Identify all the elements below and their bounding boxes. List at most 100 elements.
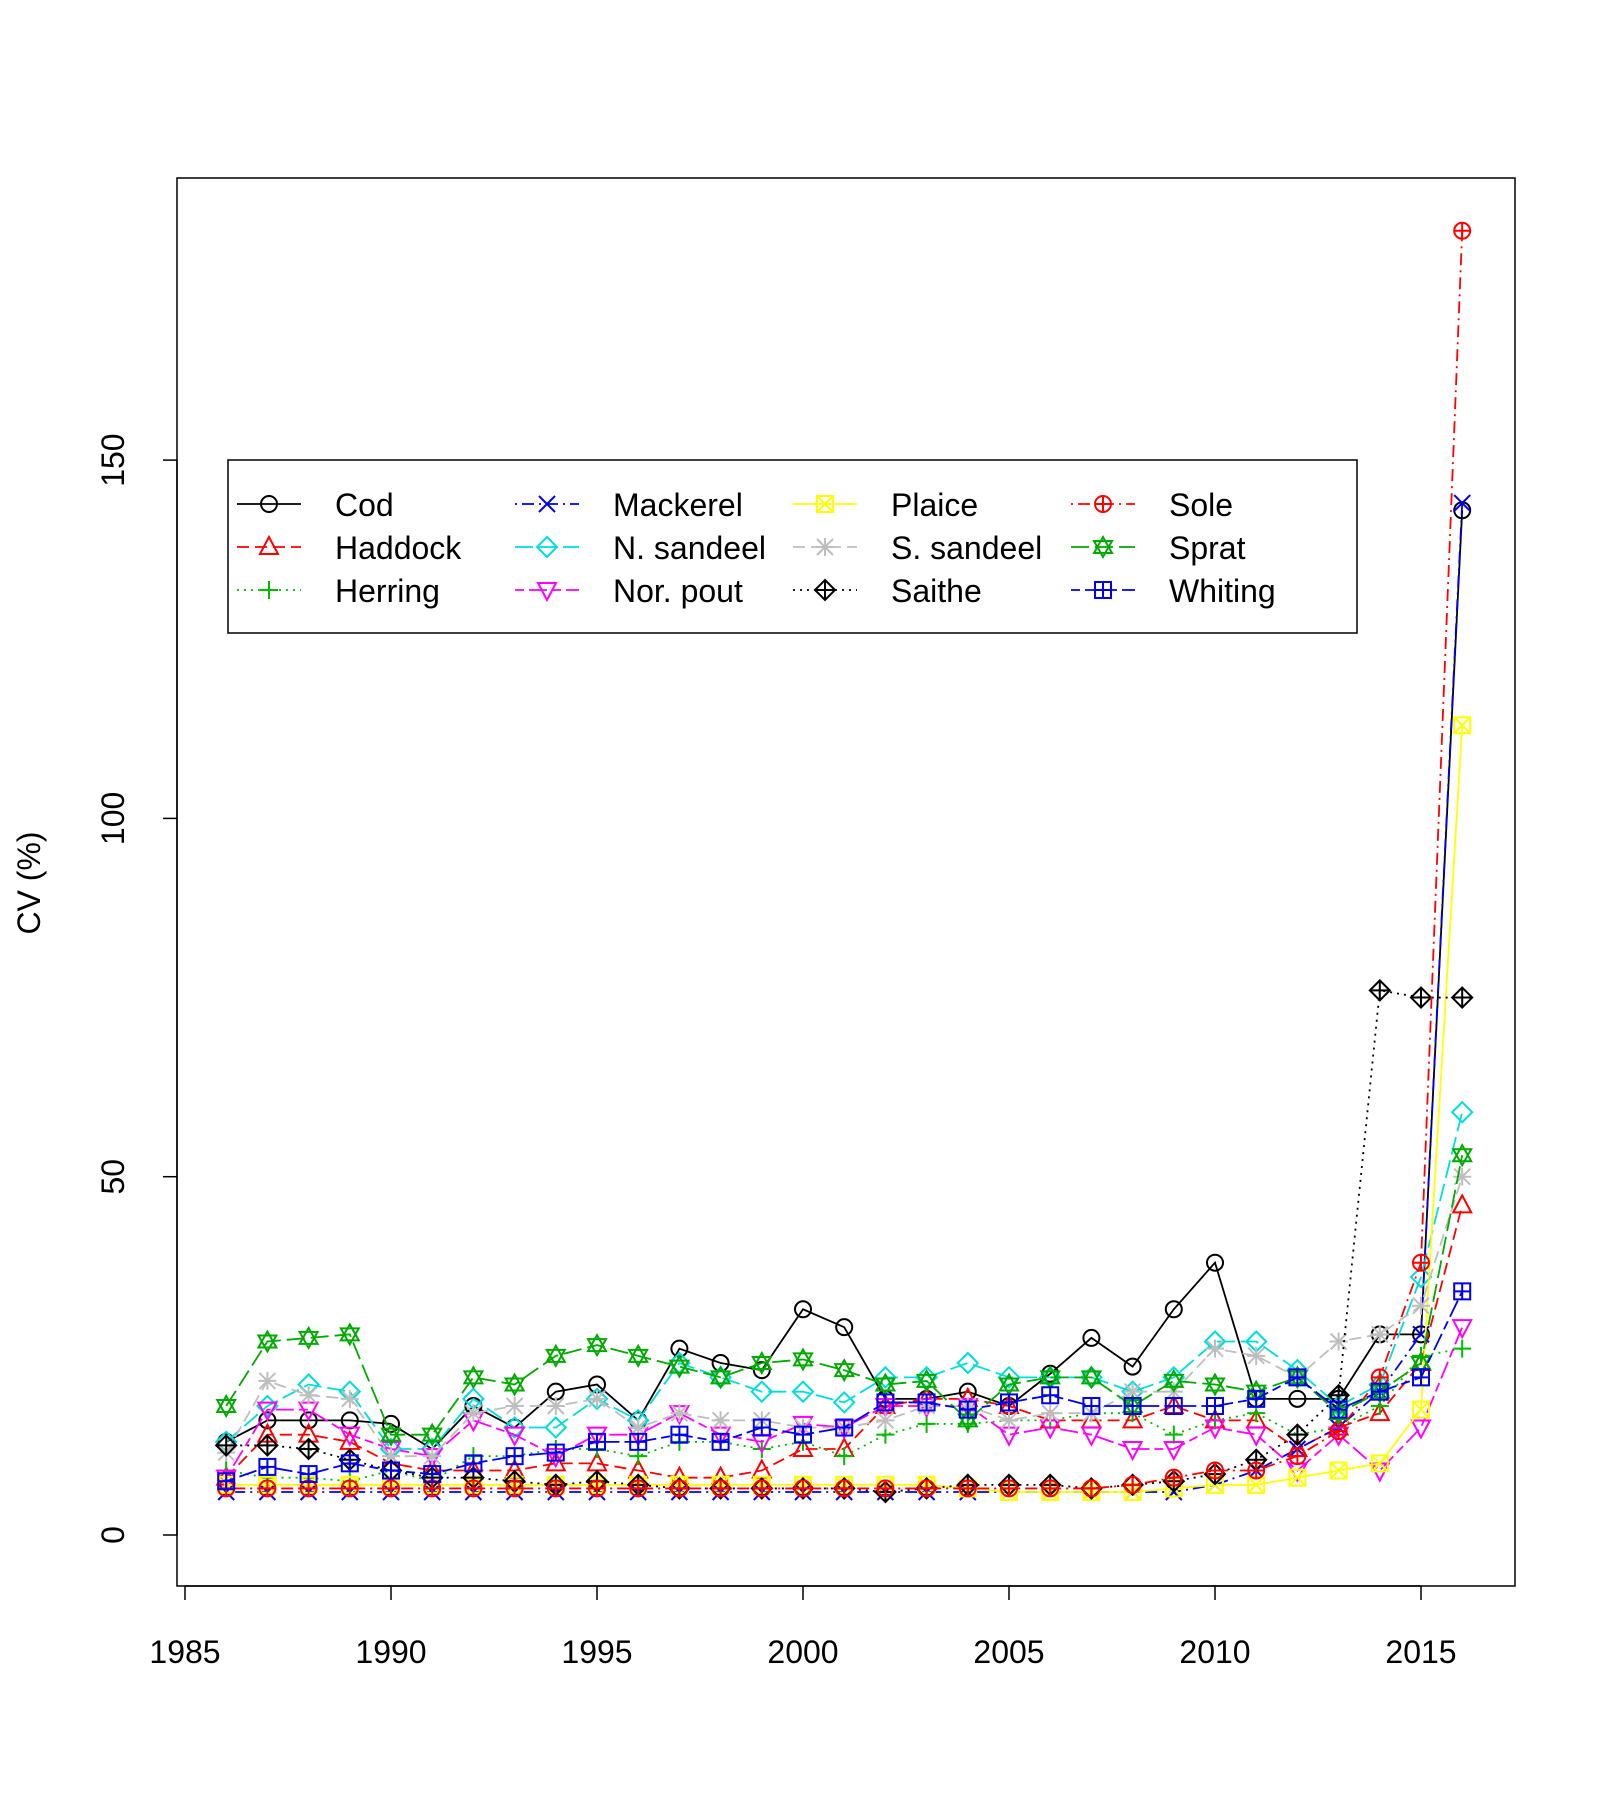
data-point <box>1409 1265 1433 1289</box>
data-point <box>752 1440 771 1459</box>
data-point <box>423 1465 442 1484</box>
legend-entry: S. sandeel <box>793 530 1042 566</box>
data-point <box>505 1447 524 1466</box>
series-layer <box>214 221 1474 1504</box>
data-point <box>1285 1423 1309 1447</box>
data-point <box>1082 1397 1101 1416</box>
data-point <box>792 1347 814 1372</box>
data-point <box>299 1465 318 1484</box>
legend-label: Herring <box>335 573 440 609</box>
data-point <box>256 1401 279 1422</box>
legend-marker <box>535 535 559 559</box>
legend-marker <box>1092 534 1114 560</box>
data-point <box>299 1386 318 1405</box>
legend-label: Cod <box>335 487 394 523</box>
data-point <box>1412 1296 1430 1315</box>
data-point <box>711 1411 730 1430</box>
data-point <box>1410 1419 1432 1440</box>
data-point <box>588 1432 606 1451</box>
data-point <box>382 1447 400 1466</box>
legend-label: Whiting <box>1169 573 1276 609</box>
data-point <box>1039 1365 1061 1390</box>
data-point <box>1453 1167 1472 1186</box>
legend-marker <box>260 581 278 599</box>
data-point <box>586 1426 608 1447</box>
data-point <box>794 1479 812 1498</box>
data-point <box>750 1380 774 1404</box>
data-point <box>1370 1454 1389 1473</box>
data-point <box>1000 1411 1018 1430</box>
data-point <box>874 1372 897 1397</box>
data-point <box>1123 1475 1142 1494</box>
legend: Cod Haddock Herring Mackerel N. sandeel Nor. … <box>227 459 1358 634</box>
x-axis: 1985 1990 1995 2000 2005 2010 2015 <box>149 1585 1457 1670</box>
data-point <box>464 1404 483 1423</box>
data-point <box>835 1447 854 1466</box>
data-point <box>709 1365 732 1390</box>
data-point <box>1123 1382 1142 1401</box>
data-point <box>1121 1408 1144 1429</box>
legend-entry: Mackerel <box>515 487 743 523</box>
data-point <box>1369 1401 1391 1422</box>
data-point <box>586 1333 608 1358</box>
data-point <box>382 1414 400 1433</box>
data-point <box>382 1479 400 1498</box>
series-whiting <box>217 1282 1472 1491</box>
data-point <box>339 1322 361 1347</box>
data-point <box>1163 1441 1185 1462</box>
legend-label: Mackerel <box>613 487 743 523</box>
data-point <box>1163 1368 1185 1393</box>
data-point <box>258 1479 277 1498</box>
legend-label: Sprat <box>1169 530 1246 566</box>
data-point <box>1453 494 1471 512</box>
data-point <box>711 1432 730 1451</box>
data-point <box>1453 716 1472 735</box>
data-point <box>1245 1426 1267 1447</box>
data-point <box>1368 978 1392 1002</box>
x-tick-label: 1990 <box>355 1634 426 1670</box>
legend-label: Nor. pout <box>613 573 743 609</box>
legend-marker <box>813 578 837 602</box>
data-point <box>998 1372 1020 1397</box>
legend-label: Plaice <box>891 487 978 523</box>
x-tick-label: 2010 <box>1179 1634 1250 1670</box>
data-point <box>751 1350 773 1376</box>
data-point <box>1450 1100 1474 1124</box>
data-point <box>1329 1461 1348 1480</box>
data-point <box>340 1389 359 1408</box>
data-point <box>1247 1346 1266 1365</box>
data-point <box>752 1418 771 1437</box>
legend-marker <box>260 495 278 513</box>
data-point <box>958 1479 977 1498</box>
data-point <box>1453 221 1472 240</box>
data-point <box>382 1461 400 1480</box>
data-point <box>258 1371 277 1390</box>
data-point <box>629 1418 648 1437</box>
data-point <box>1412 1253 1430 1272</box>
data-point <box>668 1354 691 1379</box>
data-point <box>1080 1365 1103 1390</box>
x-tick-label: 2005 <box>973 1634 1044 1670</box>
legend-box <box>227 459 1358 634</box>
data-point <box>1451 1143 1473 1168</box>
data-point <box>835 1318 854 1337</box>
data-point <box>876 1393 895 1412</box>
legend-entry: Plaice <box>793 487 978 523</box>
data-point <box>297 1437 321 1461</box>
data-point <box>258 1457 277 1476</box>
data-point <box>1123 1397 1142 1416</box>
legend-entry: Saithe <box>793 573 982 609</box>
data-point <box>340 1479 359 1498</box>
data-point <box>1123 1357 1142 1376</box>
data-point <box>956 1351 980 1375</box>
data-point <box>503 1416 527 1439</box>
data-point <box>1370 1382 1389 1401</box>
legend-entry: Herring <box>237 573 440 609</box>
data-point <box>1164 1300 1183 1319</box>
data-point <box>1000 1393 1018 1412</box>
data-point <box>545 1451 567 1472</box>
data-point <box>1453 1282 1472 1301</box>
data-point <box>1453 1339 1472 1358</box>
data-point <box>1206 1339 1224 1358</box>
data-point <box>546 1479 565 1498</box>
